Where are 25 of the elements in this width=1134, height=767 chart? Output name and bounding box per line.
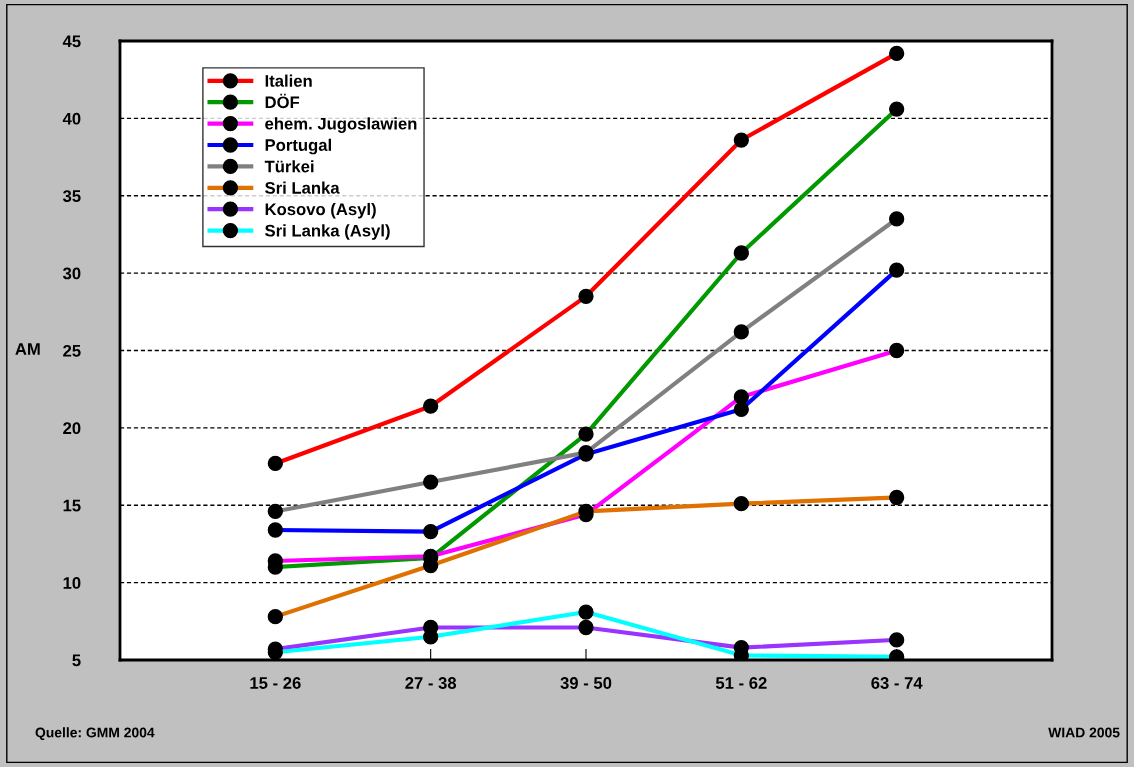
- source-note: Quelle: GMM 2004: [35, 727, 155, 741]
- legend-label: Kosovo (Asyl): [265, 202, 376, 219]
- y-tick-label: 20: [63, 422, 81, 435]
- x-tick-label: 39 - 50: [560, 677, 612, 689]
- legend-label: Sri Lanka (Asyl): [265, 224, 390, 240]
- y-tick-label: 30: [62, 267, 81, 280]
- y-tick-label: 45: [62, 35, 81, 48]
- y-tick-label: 25: [63, 344, 81, 357]
- legend-label: ehem. Jugoslawien: [265, 117, 417, 133]
- legend-label: DÖF: [265, 93, 300, 109]
- y-axis-title: AM: [15, 343, 40, 355]
- legend-label: Türkei: [264, 160, 314, 173]
- x-tick-label: 51 - 62: [715, 677, 767, 689]
- y-tick-label: 10: [63, 577, 81, 589]
- legend-label: Sri Lanka: [265, 181, 340, 194]
- x-tick-label: 63 - 74: [871, 677, 923, 689]
- legend-label: Italien: [265, 74, 312, 87]
- text: WIAD 2005: [1048, 727, 1120, 738]
- legend-label: Portugal: [265, 138, 331, 155]
- y-tick-label: 15: [63, 499, 81, 512]
- y-tick-label: 40: [62, 112, 81, 125]
- x-tick-label: 27 - 38: [405, 677, 457, 689]
- y-tick-label: 5: [72, 654, 81, 667]
- x-tick-label: 15 - 26: [250, 677, 301, 689]
- y-tick-label: 35: [62, 190, 81, 202]
